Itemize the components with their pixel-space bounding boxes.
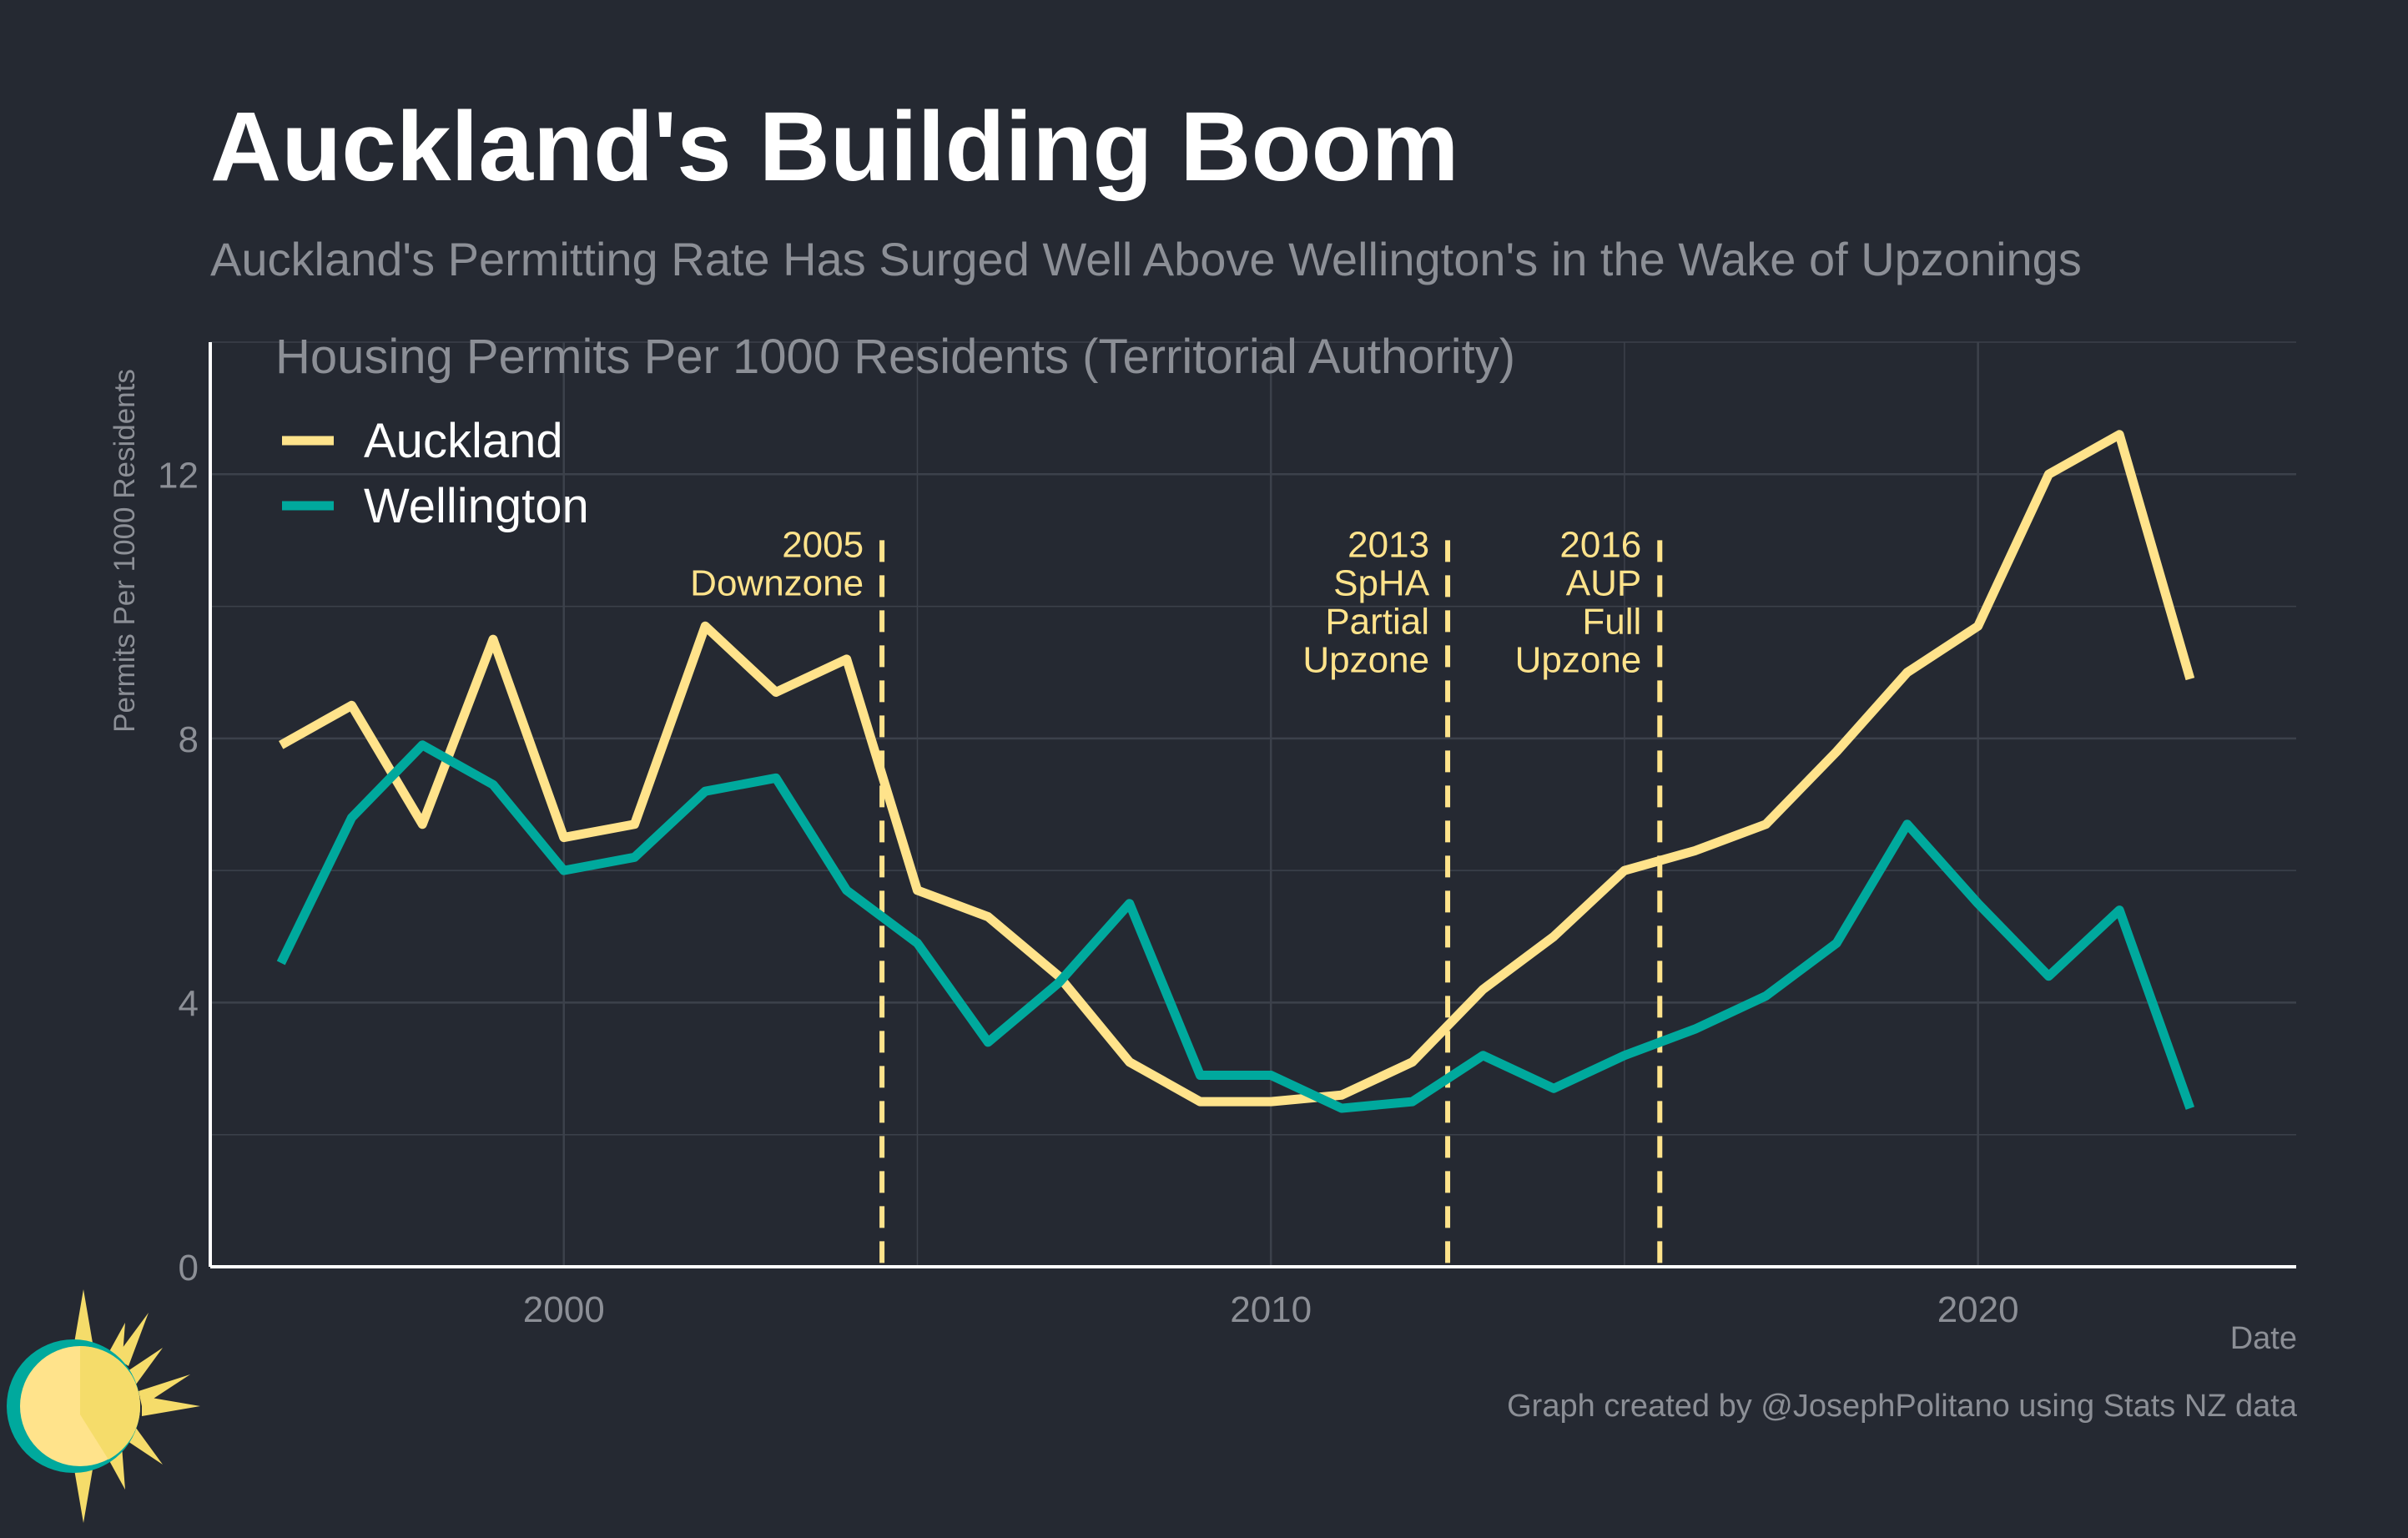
chart-title: Auckland's Building Boom [210,92,1459,202]
sun-logo-icon [7,1289,200,1523]
y-tick-label: 8 [179,719,199,760]
event-label: Full [1582,601,1641,642]
event-label: 2016 [1559,524,1641,565]
event-label: Upzone [1302,639,1429,680]
event-label: AUP [1566,562,1641,603]
legend-label: Auckland [364,414,563,468]
event-label: 2013 [1348,524,1429,565]
event-label: Partial [1325,601,1429,642]
source-caption: Graph created by @JosephPolitano using S… [1507,1389,2297,1424]
y-tick-label: 4 [179,983,199,1024]
legend-label: Wellington [364,479,589,533]
x-tick-label: 2020 [1937,1289,2019,1330]
event-label: 2005 [782,524,864,565]
event-label: SpHA [1333,562,1430,603]
y-tick-label: 0 [179,1248,199,1288]
event-label: Upzone [1515,639,1642,680]
y-tick-label: 12 [158,455,199,496]
event-label: Downzone [690,562,864,603]
series-line-wellington [276,740,2195,1113]
series-line-auckland [279,430,2195,1107]
x-tick-label: 2000 [523,1289,605,1330]
chart-subtitle: Auckland's Permitting Rate Has Surged We… [210,233,2082,285]
chart-inner-title: Housing Permits Per 1000 Residents (Terr… [275,330,1515,384]
x-axis-label: Date [2229,1321,2297,1356]
x-tick-label: 2010 [1230,1289,1312,1330]
y-axis-label: Permits Per 1000 Residents [108,369,141,733]
